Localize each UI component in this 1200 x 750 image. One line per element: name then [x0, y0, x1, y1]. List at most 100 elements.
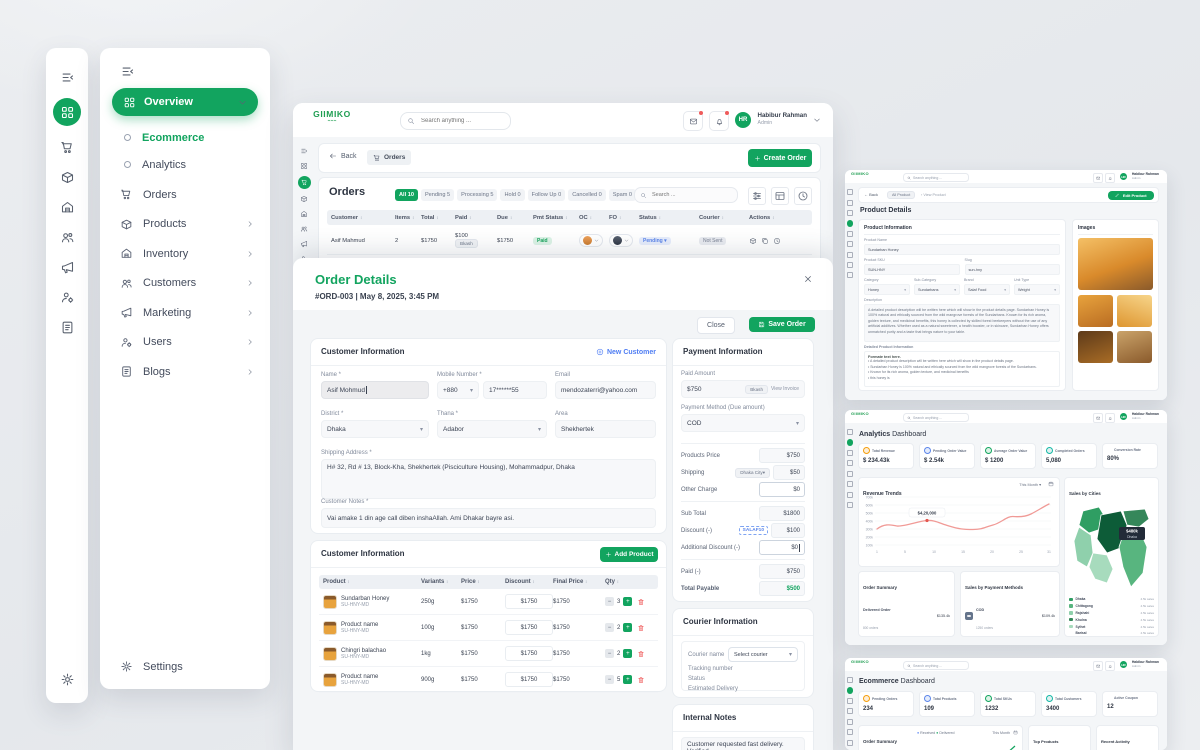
- back-button[interactable]: Back: [329, 152, 357, 160]
- qty-plus-button[interactable]: +: [623, 597, 633, 606]
- settings-gear-icon[interactable]: [60, 672, 75, 687]
- orders-tab[interactable]: Pending 5: [420, 189, 455, 201]
- column-header[interactable]: Product ↕: [323, 579, 350, 585]
- qty-minus-button[interactable]: −: [605, 597, 614, 606]
- orders-tab[interactable]: Follow Up 0: [527, 189, 566, 201]
- district-select[interactable]: Dhaka: [321, 420, 429, 438]
- column-header[interactable]: Status ↕: [639, 214, 661, 221]
- messages-button[interactable]: [1093, 173, 1103, 183]
- email-field[interactable]: mendozaterri@yahoo.com: [555, 381, 656, 399]
- kpi-card[interactable]: Pending Order Value $ 2.54k: [919, 443, 975, 469]
- trash-icon[interactable]: [637, 598, 645, 606]
- kpi-card[interactable]: Total Products 109: [919, 691, 975, 717]
- close-icon[interactable]: [803, 274, 813, 284]
- table-view-icon[interactable]: [771, 187, 789, 205]
- column-header[interactable]: Actions ↕: [749, 214, 775, 221]
- search-input[interactable]: [419, 117, 493, 125]
- column-header[interactable]: Customer ↕: [331, 214, 363, 221]
- column-header[interactable]: Paid ↕: [455, 214, 472, 221]
- calendar-icon[interactable]: [1048, 481, 1054, 487]
- product-name-field[interactable]: Sundarban Honey: [864, 244, 1060, 255]
- period-select[interactable]: This Month ▾: [1019, 483, 1041, 487]
- rail-item-blogs[interactable]: [60, 320, 75, 335]
- qty-minus-button[interactable]: −: [605, 623, 614, 632]
- chevron-down-icon[interactable]: [813, 116, 821, 124]
- collapse-icon[interactable]: [120, 64, 135, 79]
- messages-button[interactable]: [1093, 661, 1103, 671]
- sidebar-item-overview[interactable]: Overview: [112, 88, 258, 116]
- kpi-card[interactable]: Completed Orders 5,080: [1041, 443, 1097, 469]
- product-image-thumb[interactable]: [1078, 295, 1113, 327]
- notifications-button[interactable]: [1105, 413, 1115, 423]
- history-icon[interactable]: [794, 187, 812, 205]
- kpi-card[interactable]: Pending Orders 234: [858, 691, 914, 717]
- order-row[interactable]: Asif Mahmud 2 $1750 $100 Bkash $1750 Paid…: [327, 227, 812, 255]
- active-rail-item[interactable]: [846, 687, 854, 694]
- orders-tab[interactable]: Spam 0: [608, 189, 637, 201]
- global-search[interactable]: [400, 112, 511, 130]
- qty-plus-button[interactable]: +: [623, 623, 633, 632]
- collapse-icon[interactable]: [60, 70, 75, 85]
- area-field[interactable]: Shekhertek: [555, 420, 656, 438]
- add-product-button[interactable]: Add Product: [600, 547, 658, 562]
- unit-type-select[interactable]: Weight: [1014, 284, 1060, 295]
- notifications-button[interactable]: [709, 111, 729, 131]
- close-button[interactable]: Close: [697, 317, 735, 334]
- qty-plus-button[interactable]: +: [623, 649, 633, 658]
- breadcrumb[interactable]: All Product: [887, 191, 916, 199]
- back-button[interactable]: ← Back: [864, 192, 879, 197]
- global-search[interactable]: Search anything ...: [903, 173, 969, 182]
- rail-item-orders[interactable]: [60, 140, 75, 155]
- column-header[interactable]: Items ↕: [395, 214, 415, 221]
- column-header[interactable]: Final Price ↕: [553, 579, 588, 585]
- payment-method-select[interactable]: COD: [681, 414, 805, 432]
- column-header[interactable]: Due ↕: [497, 214, 513, 221]
- product-image-thumb[interactable]: [1078, 331, 1113, 363]
- rail-item-marketing[interactable]: [60, 260, 75, 275]
- oc-assignee-select[interactable]: [579, 234, 603, 247]
- rail-item-marketing[interactable]: [300, 240, 308, 248]
- avatar[interactable]: HR: [735, 112, 751, 128]
- brand-select[interactable]: Salaf Food: [964, 284, 1010, 295]
- shipping-zone-select[interactable]: Dhaka City ▾: [735, 467, 770, 478]
- sliders-icon[interactable]: [748, 187, 766, 205]
- sidebar-item[interactable]: Blogs: [112, 357, 260, 387]
- kpi-card[interactable]: Total SKUs 1232: [980, 691, 1036, 717]
- trash-icon[interactable]: [637, 676, 645, 684]
- package-icon[interactable]: [749, 237, 757, 245]
- other-charge-input[interactable]: $0: [759, 482, 805, 497]
- global-search[interactable]: Search anything ...: [903, 413, 969, 422]
- rail-item-inventory[interactable]: [60, 200, 75, 215]
- discount-input[interactable]: $1750: [505, 646, 553, 661]
- category-select[interactable]: Honey: [864, 284, 910, 295]
- active-rail-item[interactable]: [846, 220, 854, 227]
- sidebar-item[interactable]: Inventory: [112, 239, 260, 269]
- rail-item-orders[interactable]: [297, 175, 311, 189]
- sidebar-subitem[interactable]: Analytics: [124, 151, 260, 178]
- qty-minus-button[interactable]: −: [605, 649, 614, 658]
- orders-tab[interactable]: Cancelled 0: [568, 189, 606, 201]
- kpi-card[interactable]: Conversion Rate 80%: [1102, 443, 1158, 469]
- mobile-field[interactable]: 17******55: [483, 381, 547, 399]
- product-image-thumb[interactable]: [1117, 331, 1152, 363]
- copy-icon[interactable]: [761, 237, 769, 245]
- internal-notes-field[interactable]: Customer requested fast delivery. Verifi…: [681, 737, 805, 750]
- global-search[interactable]: Search anything ...: [903, 661, 969, 670]
- messages-button[interactable]: [1093, 413, 1103, 423]
- orders-search[interactable]: [634, 187, 738, 203]
- rail-item-inventory[interactable]: [300, 210, 308, 218]
- qty-minus-button[interactable]: −: [605, 675, 614, 684]
- sku-field[interactable]: SUN-HNY: [864, 264, 960, 275]
- sidebar-item[interactable]: Users: [112, 328, 260, 358]
- paid-amount-field[interactable]: $750 Bkash View Invoice: [681, 380, 805, 398]
- column-header[interactable]: Total ↕: [421, 214, 439, 221]
- kpi-card[interactable]: Active Coupon 12: [1102, 691, 1158, 717]
- kpi-card[interactable]: Total Revenue $ 234.43k: [858, 443, 914, 469]
- sidebar-subitem[interactable]: Ecommerce: [124, 124, 260, 151]
- notifications-button[interactable]: [1105, 661, 1115, 671]
- rail-item-dashboard[interactable]: [300, 162, 308, 170]
- rail-item-customers[interactable]: [60, 230, 75, 245]
- rail-item-products[interactable]: [60, 170, 75, 185]
- active-rail-item[interactable]: [846, 439, 854, 446]
